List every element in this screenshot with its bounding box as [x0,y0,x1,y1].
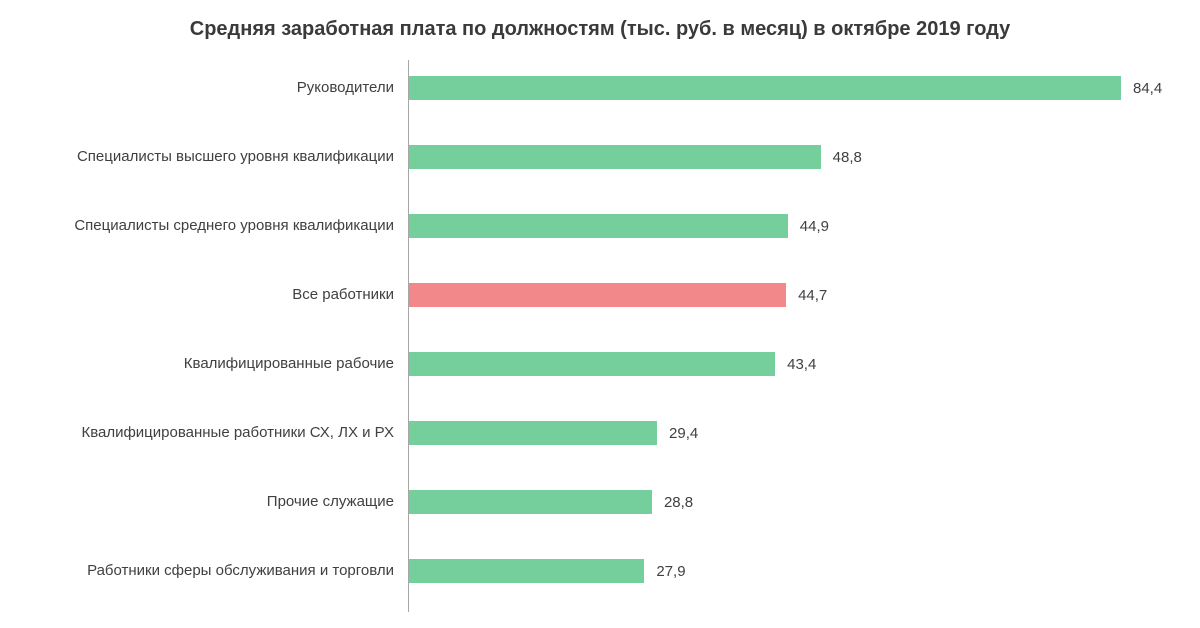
value-label: 48,8 [833,149,862,166]
value-label: 28,8 [664,494,693,511]
category-label: Работники сферы обслуживания и торговли [0,562,394,579]
value-label: 29,4 [669,425,698,442]
category-label: Специалисты среднего уровня квалификации [0,217,394,234]
bar [409,214,788,238]
chart-row: Руководители 84,4 [0,60,1200,129]
chart-row: Квалифицированные рабочие 43,4 [0,336,1200,405]
value-label: 44,9 [800,218,829,235]
chart-row: Все работники 44,7 [0,267,1200,336]
bar [409,352,775,376]
chart-row: Квалифицированные работники СХ, ЛХ и РХ 2… [0,405,1200,474]
value-label: 44,7 [798,287,827,304]
bar [409,145,821,169]
category-label: Специалисты высшего уровня квалификации [0,148,394,165]
chart-row: Прочие служащие 28,8 [0,474,1200,543]
bar [409,421,657,445]
value-label: 43,4 [787,356,816,373]
bar-highlighted [409,283,786,307]
chart-row: Работники сферы обслуживания и торговли 2… [0,543,1200,612]
category-label: Руководители [0,79,394,96]
category-label: Квалифицированные рабочие [0,355,394,372]
bar [409,490,652,514]
chart-row: Специалисты среднего уровня квалификации… [0,198,1200,267]
chart-area: Руководители 84,4 Специалисты высшего уров… [0,60,1200,615]
value-label: 27,9 [656,563,685,580]
category-label: Все работники [0,286,394,303]
bar [409,76,1121,100]
chart-title: Средняя заработная плата по должностям (… [0,18,1200,41]
category-label: Прочие служащие [0,493,394,510]
bar [409,559,644,583]
value-label: 84,4 [1133,80,1162,97]
chart-row: Специалисты высшего уровня квалификации 4… [0,129,1200,198]
category-label: Квалифицированные работники СХ, ЛХ и РХ [0,424,394,441]
